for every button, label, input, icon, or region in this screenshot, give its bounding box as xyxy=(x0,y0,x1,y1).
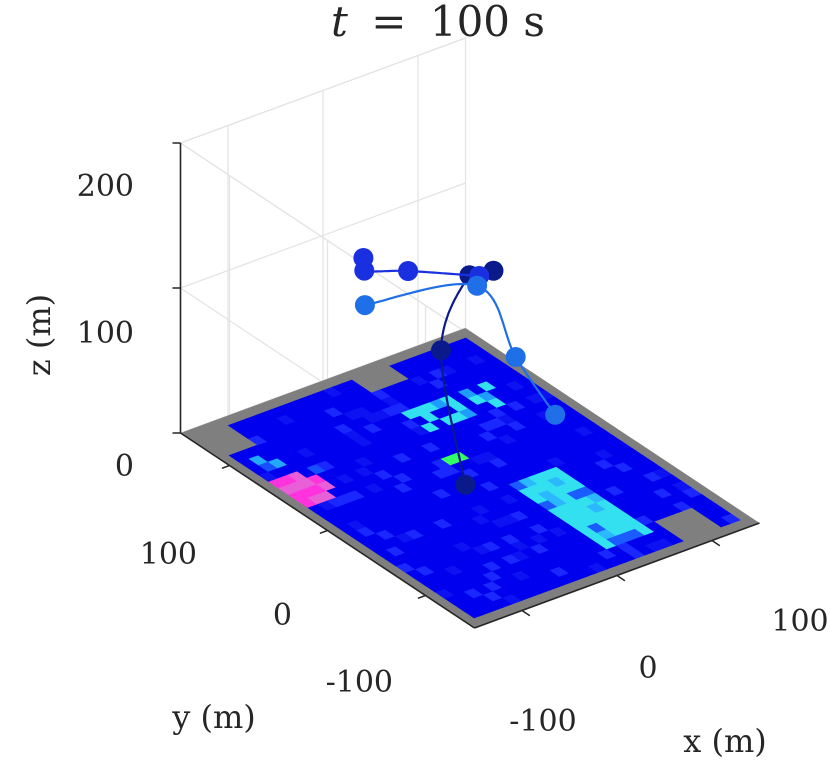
surface-cell xyxy=(341,379,363,391)
x-axis-tick xyxy=(616,574,626,582)
y-tick-label: 100 xyxy=(140,537,197,572)
y-axis-tick xyxy=(319,529,328,535)
series-marker xyxy=(505,347,526,367)
y-axis-tick xyxy=(221,464,230,470)
trajectory-series xyxy=(353,248,566,495)
x-axis-tick xyxy=(711,539,721,547)
z-tick-label: 200 xyxy=(77,169,134,204)
axes-layer xyxy=(172,142,760,629)
series-marker xyxy=(431,340,452,361)
x-axis-tick xyxy=(521,609,531,617)
series-marker xyxy=(354,295,375,316)
y-axis-tick xyxy=(417,594,426,600)
y-tick-label: 0 xyxy=(273,598,292,633)
chart-title: t = 100 s xyxy=(331,0,545,46)
series-marker xyxy=(398,261,419,281)
series-marker xyxy=(467,275,488,296)
y-tick-label: -100 xyxy=(326,665,393,700)
x-tick-label: -100 xyxy=(509,704,576,739)
z-tick-label: 100 xyxy=(77,316,134,351)
x-tick-label: 0 xyxy=(638,651,657,686)
y-axis-label: y (m) xyxy=(171,698,256,736)
series-marker xyxy=(545,404,566,425)
z-axis-label: z (m) xyxy=(20,294,58,376)
z-tick-label: 0 xyxy=(115,449,134,484)
series-line-3 xyxy=(364,282,557,416)
x-axis-label: x (m) xyxy=(683,722,767,760)
surface-cell xyxy=(455,337,477,349)
series-marker xyxy=(354,260,375,281)
series-marker xyxy=(455,474,476,495)
x-tick-label: 100 xyxy=(771,604,828,639)
